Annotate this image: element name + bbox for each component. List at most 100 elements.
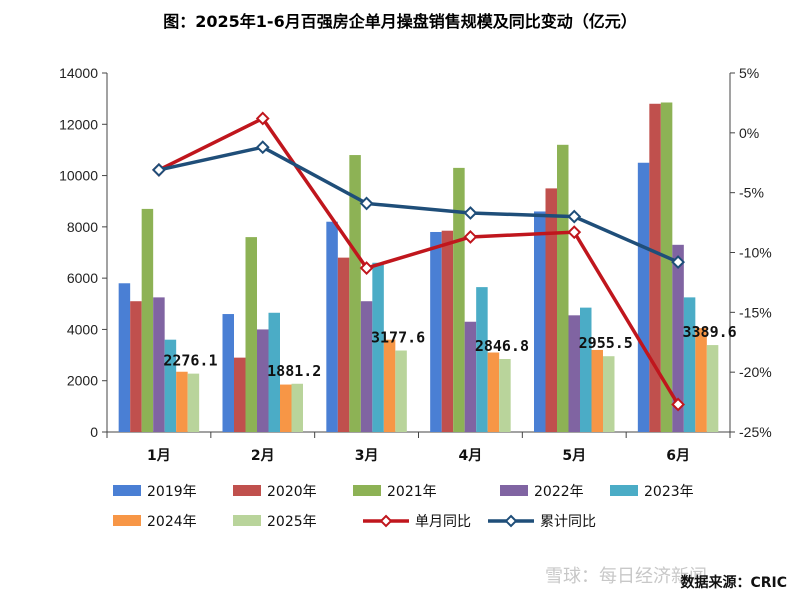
line-marker (671, 397, 685, 412)
legend-swatch (233, 485, 261, 496)
bar (187, 373, 200, 432)
line-marker (463, 230, 478, 244)
bar (591, 349, 603, 432)
data-label: 1881.2 (267, 362, 321, 380)
bar (234, 357, 246, 432)
legend-label: 2025年 (267, 514, 317, 530)
bar (164, 339, 177, 432)
bar (487, 352, 500, 432)
bar (464, 321, 477, 432)
bar (383, 339, 396, 432)
category-label: 5月 (562, 448, 586, 464)
legend-marker (379, 514, 393, 528)
left-tick-label: 12000 (59, 116, 98, 132)
bar (430, 231, 442, 432)
bar (360, 301, 373, 432)
bar (660, 102, 673, 432)
bar (176, 371, 188, 432)
bar (706, 345, 719, 432)
left-tick-label: 4000 (67, 321, 98, 337)
left-tick-label: 8000 (67, 219, 98, 235)
bar (222, 314, 234, 432)
bar (372, 262, 384, 432)
bar (257, 329, 269, 432)
right-tick-label: -20% (739, 364, 772, 380)
line-marker (255, 140, 270, 155)
legend-marker (504, 514, 518, 528)
watermark-text: 雪球：每日经济新闻 (545, 566, 707, 587)
bar (695, 328, 707, 432)
bar (453, 167, 465, 432)
source-note: 数据来源：CRIC (680, 574, 787, 591)
line-marker (255, 111, 270, 126)
chart-axes: 0 2000 4000 6000 8000 10000 12000 14000 5% 0% -5% -… (59, 65, 772, 464)
right-tick-label: -10% (739, 245, 772, 261)
legend-swatch (353, 485, 381, 496)
bar (534, 211, 546, 432)
line-marker (671, 255, 685, 269)
legend-label: 单月同比 (415, 514, 471, 530)
line-series (152, 111, 685, 412)
right-tick-label: 0% (739, 125, 759, 141)
category-label: 1月 (147, 448, 171, 464)
bar (268, 312, 280, 432)
category-label: 6月 (666, 448, 690, 464)
legend-swatch (113, 485, 141, 496)
chart-legend: 2019年 2020年 2021年 2022年 2023年 2024年 2025年 单月同比 累… (113, 484, 694, 530)
bar (580, 307, 592, 432)
data-label: 2846.8 (475, 337, 529, 355)
left-tick-label: 10000 (59, 168, 98, 184)
bar (683, 297, 696, 432)
line-marker (463, 206, 478, 220)
data-label: 2955.5 (579, 334, 633, 352)
bar (545, 188, 557, 432)
legend-label: 2021年 (387, 484, 437, 500)
chart-title: 图：2025年1-6月百强房企单月操盘销售规模及同比变动（亿元） (163, 12, 636, 31)
bar (153, 297, 165, 432)
legend-label: 2023年 (644, 484, 694, 500)
left-tick-label: 14000 (59, 65, 98, 81)
legend-label: 累计同比 (540, 514, 596, 530)
category-label: 4月 (459, 448, 483, 464)
legend-swatch (233, 515, 261, 526)
bar (280, 384, 292, 432)
series-line (158, 116, 680, 406)
bar (245, 237, 257, 432)
bar (349, 155, 361, 433)
left-tick-label: 2000 (67, 373, 98, 389)
bar (395, 350, 407, 432)
legend-swatch (113, 515, 141, 526)
right-tick-label: -15% (739, 304, 772, 320)
bar (557, 144, 569, 433)
line-marker (152, 163, 166, 177)
legend-swatch (500, 485, 528, 496)
line-marker (359, 196, 374, 211)
bar (291, 383, 303, 432)
series-line (158, 145, 679, 264)
left-tick-label: 0 (90, 424, 98, 440)
bar (672, 244, 684, 432)
data-label: 3177.6 (371, 329, 425, 347)
bar (499, 358, 511, 432)
bar (130, 301, 142, 432)
bar (337, 257, 350, 432)
left-tick-label: 6000 (67, 270, 98, 286)
bar (441, 230, 454, 432)
data-label: 3389.6 (682, 323, 736, 341)
category-label: 3月 (355, 448, 379, 464)
data-label: 2276.1 (163, 352, 217, 370)
legend-label: 2022年 (534, 484, 584, 500)
legend-swatch (610, 485, 638, 496)
bar (637, 162, 650, 432)
data-labels: 2276.1 1881.2 3177.6 2846.8 2955.5 3389.6 (163, 323, 736, 380)
bar (476, 287, 488, 432)
line-marker (567, 209, 582, 224)
legend-label: 2019年 (147, 484, 197, 500)
bar (141, 208, 154, 432)
category-label: 2月 (251, 448, 275, 464)
line-marker (567, 225, 582, 240)
bar (326, 221, 338, 432)
line-marker (359, 261, 374, 275)
bar (118, 283, 131, 432)
